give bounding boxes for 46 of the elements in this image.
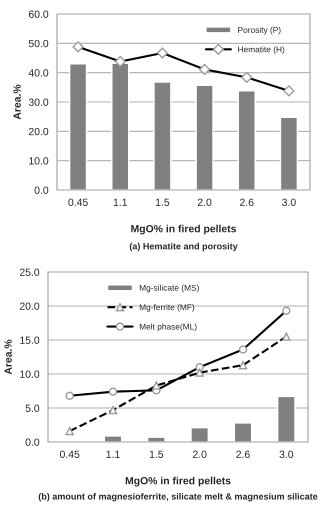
bar bbox=[234, 422, 252, 442]
legend-label: Melt phase(ML) bbox=[140, 323, 197, 332]
x-tick-label: 1.1 bbox=[106, 450, 120, 458]
text: (b) amount of magnesioferrite, silicate melt & magnesium silicate bbox=[38, 493, 318, 502]
y-tick-label: 30.0 bbox=[28, 98, 48, 106]
bar bbox=[276, 396, 296, 442]
x-tick-label: 1.5 bbox=[156, 198, 170, 206]
legend-label: Mg-silicate (MS) bbox=[140, 284, 199, 292]
y-axis-title: Area.% bbox=[4, 340, 12, 374]
x-tick-label: 3.0 bbox=[279, 450, 294, 458]
bar bbox=[238, 90, 256, 190]
bar bbox=[195, 84, 214, 190]
y-tick-label: 5.0 bbox=[26, 404, 40, 412]
x-tick-label: 2.0 bbox=[192, 450, 206, 458]
y-tick-label: 60.0 bbox=[28, 10, 48, 18]
x-axis-title: MgO% in fired pellets bbox=[126, 476, 231, 486]
x-tick-label: 1.5 bbox=[150, 450, 164, 458]
y-tick-label: 15.0 bbox=[20, 336, 40, 344]
x-tick-label: 1.1 bbox=[114, 198, 127, 206]
legend-label: Hematite (H) bbox=[238, 46, 284, 54]
y-axis-title: Area.% bbox=[13, 84, 21, 120]
x-tick-label: 0.45 bbox=[60, 450, 80, 458]
legend-label: Mg-ferrite (MF) bbox=[140, 304, 194, 312]
bar bbox=[68, 63, 88, 190]
bar bbox=[153, 81, 172, 190]
x-tick-label: 2.6 bbox=[236, 450, 250, 458]
y-tick-label: 50.0 bbox=[28, 40, 48, 48]
x-tick-label: 2.0 bbox=[198, 198, 212, 206]
x-tick-label: 3.0 bbox=[282, 198, 296, 206]
y-tick-label: 0.0 bbox=[34, 186, 48, 194]
y-tick-label: 40.0 bbox=[28, 69, 48, 77]
y-tick-label: 0.0 bbox=[26, 438, 40, 446]
x-axis-title: MgO% in fired pellets bbox=[131, 224, 236, 234]
legend-label: Porosity (P) bbox=[238, 26, 281, 35]
bar bbox=[190, 427, 210, 442]
y-tick-label: 25.0 bbox=[20, 268, 40, 276]
y-tick-label: 20.0 bbox=[20, 302, 40, 310]
text: (a) Hematite and porosity bbox=[130, 242, 238, 252]
bar bbox=[146, 436, 166, 442]
y-tick-label: 10.0 bbox=[20, 370, 40, 378]
x-tick-label: 2.6 bbox=[240, 198, 254, 206]
bar bbox=[104, 435, 122, 442]
bar bbox=[280, 116, 298, 190]
y-tick-label: 10.0 bbox=[29, 157, 48, 165]
y-tick-label: 20.0 bbox=[28, 128, 48, 136]
x-tick-label: 0.45 bbox=[68, 198, 88, 206]
